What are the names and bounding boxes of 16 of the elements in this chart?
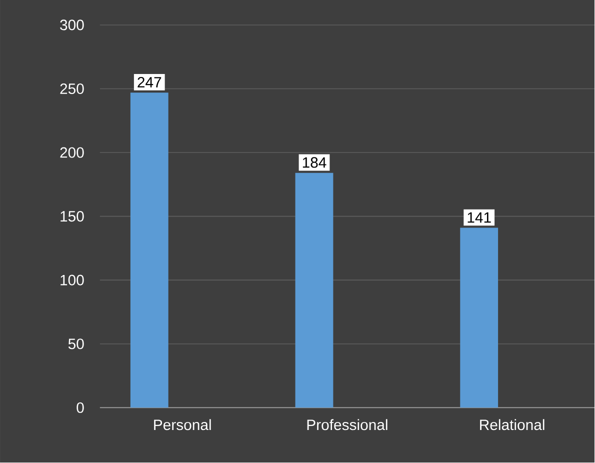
- y-tick-label: 100: [60, 274, 84, 286]
- data-label: 141: [468, 212, 491, 223]
- y-tick-label: 50: [68, 338, 84, 350]
- y-tick-label: 0: [76, 402, 84, 414]
- y-tick-label: 300: [60, 20, 84, 30]
- x-tick-label: Personal: [154, 419, 211, 430]
- y-tick-label: 200: [60, 147, 84, 158]
- bar: [460, 228, 498, 408]
- data-label: 247: [138, 77, 162, 88]
- bar: [130, 92, 168, 408]
- bar: [295, 173, 334, 408]
- x-tick-label: Relational: [480, 419, 544, 430]
- x-tick-label: Professional: [307, 419, 388, 430]
- y-tick-label: 150: [60, 211, 84, 222]
- data-label: 184: [302, 157, 326, 168]
- y-tick-label: 250: [60, 84, 84, 94]
